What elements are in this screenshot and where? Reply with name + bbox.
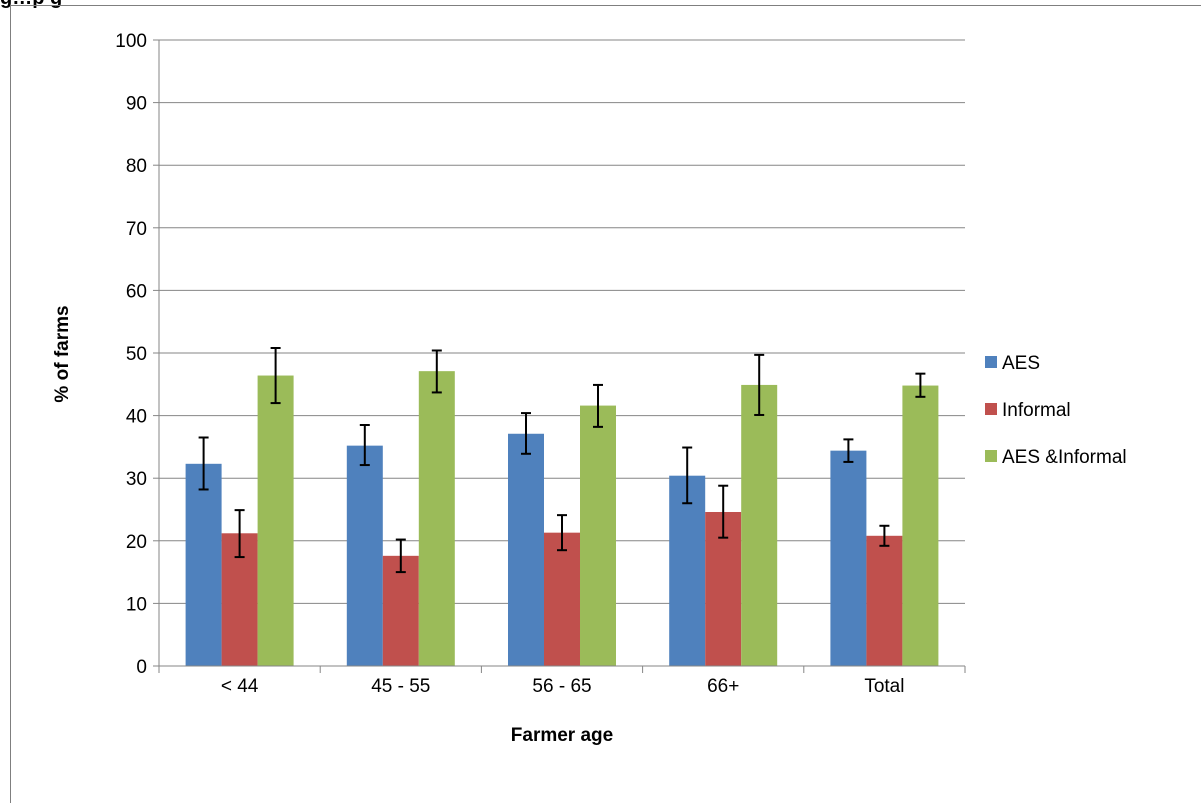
y-tick-label: 50 [126,344,147,365]
error-bar [557,514,567,552]
legend-swatch [985,356,997,368]
y-axis-title: % of farms [52,305,73,402]
error-bar [593,383,603,428]
bar-aes [346,445,383,666]
chart-frame [10,5,1201,803]
error-bar [682,446,693,505]
legend-label: AES [1002,353,1040,374]
error-bar [234,509,245,559]
y-tick-label: 80 [126,156,147,177]
bar-aes-informal [418,371,455,666]
error-bar [718,484,729,539]
y-tick-label: 10 [126,594,147,615]
y-tick-label: 0 [136,657,147,678]
x-tick-label: Total [864,676,904,697]
bar-aes-informal [902,385,939,666]
y-tick-label: 30 [126,469,147,490]
bar-aes [669,475,706,666]
bar-aes-informal [741,384,778,666]
x-tick-label: 66+ [707,676,739,697]
x-tick-label: 56 - 65 [532,676,591,697]
legend-swatch [985,450,997,462]
error-bar [198,436,209,491]
legend-label: AES &Informal [1002,447,1127,468]
x-tick-label: 45 - 55 [371,676,430,697]
bar-aes [185,463,222,666]
error-bar [843,438,854,463]
bars [185,371,939,666]
axes [153,39,966,673]
error-bar [521,412,531,455]
legend-swatch [985,403,997,415]
legend-label: Informal [1002,400,1071,421]
error-bar [395,538,406,574]
error-bar [879,524,890,547]
bar-aes [508,433,544,666]
legend: AES Informal AES &Informal [985,353,1127,468]
y-tick-label: 90 [126,94,147,115]
error-bar [915,372,926,398]
cropped-heading: g…p g [0,0,62,10]
y-tick-label: 20 [126,532,147,553]
x-tick-labels: < 44 45 - 55 56 - 65 66+ Total [221,676,905,697]
y-tick-label: 60 [126,281,147,302]
bar-aes [830,450,867,666]
error-bars [198,346,926,574]
y-tick-labels: 0 10 20 30 40 50 60 70 80 90 100 [115,31,147,678]
error-bar [359,423,370,467]
error-bar [431,349,442,394]
y-tick-label: 100 [115,31,147,52]
bar-informal [382,555,419,666]
error-bar [270,346,281,405]
bar-aes-informal [257,375,294,666]
bar-aes-informal [580,405,616,666]
bar-informal [866,535,903,666]
x-axis-title: Farmer age [511,725,613,746]
x-tick-label: < 44 [221,676,259,697]
y-tick-label: 70 [126,219,147,240]
error-bar [754,353,765,416]
y-tick-label: 40 [126,407,147,428]
bar-informal [544,532,580,666]
